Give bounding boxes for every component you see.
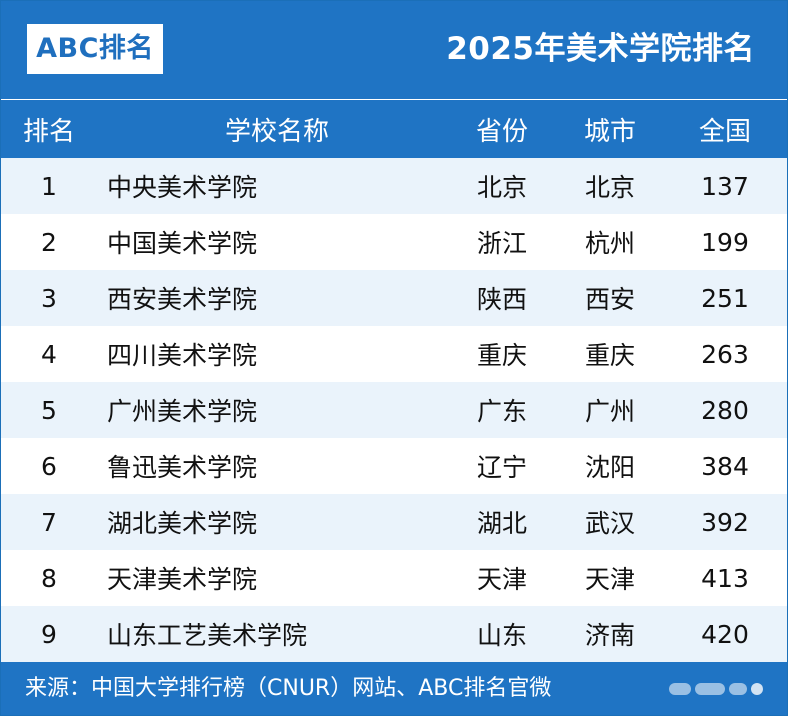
province-cell: 重庆 xyxy=(476,341,527,370)
province-cell: 北京 xyxy=(476,173,527,202)
table-row: 4 四川美术学院 重庆 重庆 263 xyxy=(1,326,787,382)
column-header-rank: 排名 xyxy=(22,116,75,147)
column-header-national: 全国 xyxy=(698,116,751,147)
school-name-cell: 中国美术学院 xyxy=(107,229,258,258)
column-header-school-name: 学校名称 xyxy=(224,116,329,147)
national-rank-cell: 420 xyxy=(701,619,749,649)
province-cell: 辽宁 xyxy=(476,453,527,482)
school-name-cell: 湖北美术学院 xyxy=(107,509,258,538)
abc-ranking-logo: ABC排名 xyxy=(27,24,163,74)
national-rank-cell: 263 xyxy=(701,339,749,369)
school-name-cell: 四川美术学院 xyxy=(107,341,258,370)
table-row: 3 西安美术学院 陕西 西安 251 xyxy=(1,270,787,326)
column-header-province: 省份 xyxy=(475,116,528,147)
national-rank-cell: 251 xyxy=(701,283,749,313)
rank-cell: 9 xyxy=(41,619,57,649)
table-row: 6 鲁迅美术学院 辽宁 沈阳 384 xyxy=(1,438,787,494)
city-cell: 济南 xyxy=(584,621,635,650)
school-name-cell: 西安美术学院 xyxy=(107,285,258,314)
province-cell: 浙江 xyxy=(476,229,527,258)
city-cell: 重庆 xyxy=(584,341,635,370)
table-row: 1 中央美术学院 北京 北京 137 xyxy=(1,158,787,214)
national-rank-cell: 392 xyxy=(701,507,749,537)
city-cell: 西安 xyxy=(584,285,635,314)
province-cell: 山东 xyxy=(476,621,527,650)
header-bar: ABC排名 2025年美术学院排名 xyxy=(1,1,787,99)
table-body: 1 中央美术学院 北京 北京 137 2 中国美术学院 浙江 杭州 199 3 … xyxy=(1,158,787,662)
column-header-city: 城市 xyxy=(583,116,636,147)
rank-cell: 7 xyxy=(41,507,57,537)
school-name-cell: 广州美术学院 xyxy=(107,397,258,426)
rank-cell: 8 xyxy=(41,563,57,593)
rank-cell: 4 xyxy=(41,339,57,369)
page-title: 2025年美术学院排名 xyxy=(446,31,755,67)
province-cell: 陕西 xyxy=(476,285,527,314)
table-row: 5 广州美术学院 广东 广州 280 xyxy=(1,382,787,438)
national-rank-cell: 280 xyxy=(701,395,749,425)
school-name-cell: 中央美术学院 xyxy=(107,173,258,202)
national-rank-cell: 413 xyxy=(701,563,749,593)
source-note: 来源：中国大学排行榜（CNUR）网站、ABC排名官微 xyxy=(25,676,552,701)
rank-cell: 3 xyxy=(41,283,57,313)
rank-cell: 2 xyxy=(41,227,57,257)
city-cell: 天津 xyxy=(584,565,635,594)
city-cell: 沈阳 xyxy=(584,453,635,482)
province-cell: 天津 xyxy=(476,565,527,594)
national-rank-cell: 137 xyxy=(701,171,749,201)
table-row: 9 山东工艺美术学院 山东 济南 420 xyxy=(1,606,787,662)
city-cell: 杭州 xyxy=(584,229,635,258)
rank-cell: 5 xyxy=(41,395,57,425)
school-name-cell: 天津美术学院 xyxy=(107,565,258,594)
province-cell: 湖北 xyxy=(476,509,527,538)
table-header: 排名 学校名称 省份 城市 全国 xyxy=(1,100,787,158)
school-name-cell: 山东工艺美术学院 xyxy=(107,621,308,650)
city-cell: 广州 xyxy=(584,397,635,426)
city-cell: 武汉 xyxy=(584,509,635,538)
city-cell: 北京 xyxy=(584,173,635,202)
province-cell: 广东 xyxy=(476,397,527,426)
rank-cell: 6 xyxy=(41,451,57,481)
table-row: 7 湖北美术学院 湖北 武汉 392 xyxy=(1,494,787,550)
watermark-icon xyxy=(669,678,773,700)
footer-bar: 来源：中国大学排行榜（CNUR）网站、ABC排名官微 xyxy=(1,662,787,715)
table-row: 2 中国美术学院 浙江 杭州 199 xyxy=(1,214,787,270)
national-rank-cell: 384 xyxy=(701,451,749,481)
school-name-cell: 鲁迅美术学院 xyxy=(107,453,258,482)
table-row: 8 天津美术学院 天津 天津 413 xyxy=(1,550,787,606)
national-rank-cell: 199 xyxy=(701,227,749,257)
rank-cell: 1 xyxy=(41,171,57,201)
